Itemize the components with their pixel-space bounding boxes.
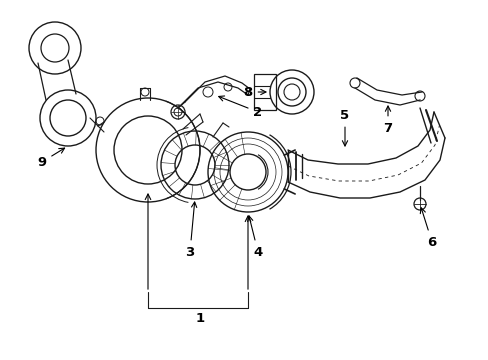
Bar bbox=[253, 74, 275, 110]
Text: 1: 1 bbox=[195, 311, 204, 324]
Text: 6: 6 bbox=[419, 208, 436, 248]
Text: 3: 3 bbox=[185, 202, 196, 258]
Text: 8: 8 bbox=[243, 86, 265, 99]
Text: 4: 4 bbox=[247, 216, 262, 258]
Text: 5: 5 bbox=[340, 108, 349, 146]
Text: 7: 7 bbox=[383, 106, 392, 135]
Text: 2: 2 bbox=[218, 96, 262, 118]
Text: 9: 9 bbox=[38, 148, 64, 168]
